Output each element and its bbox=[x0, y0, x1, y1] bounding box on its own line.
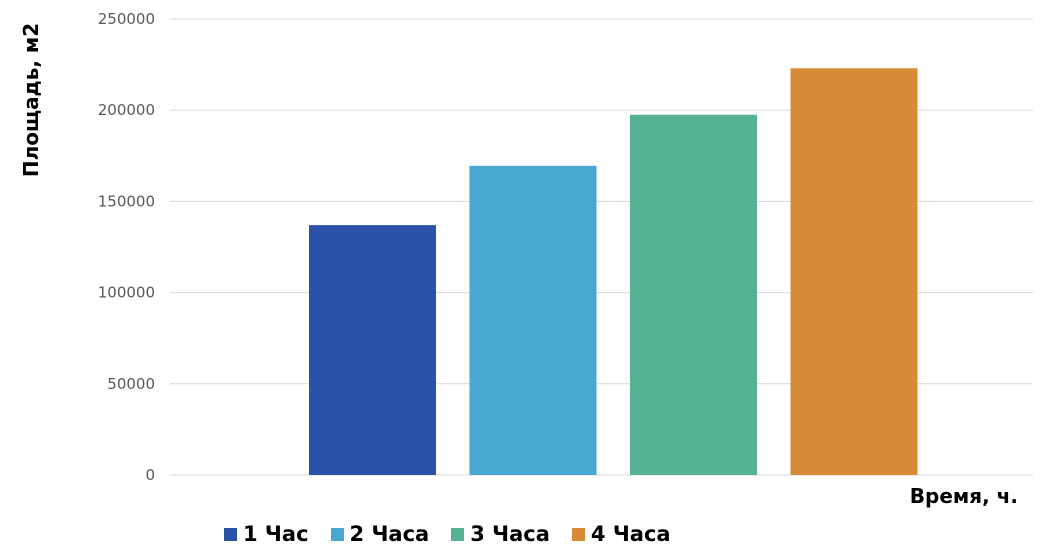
bar-3 bbox=[630, 114, 757, 475]
legend-label-2: 2 Часа bbox=[349, 522, 430, 546]
legend: 1 Час 2 Часа 3 Часа 4 Часа bbox=[224, 522, 671, 546]
legend-swatch-2 bbox=[330, 527, 344, 541]
legend-item-2: 2 Часа bbox=[330, 522, 430, 546]
y-tick-label: 200000 bbox=[98, 101, 155, 119]
y-tick-label: 100000 bbox=[98, 284, 155, 302]
x-axis-title: Время, ч. bbox=[910, 484, 1018, 508]
legend-item-3: 3 Часа bbox=[451, 522, 550, 546]
legend-label-1: 1 Час bbox=[243, 522, 309, 546]
legend-swatch-4 bbox=[571, 527, 585, 541]
legend-swatch-3 bbox=[451, 527, 465, 541]
legend-swatch-1 bbox=[224, 527, 237, 541]
legend-label-4: 4 Часа bbox=[590, 522, 671, 546]
legend-item-4: 4 Часа bbox=[571, 522, 671, 546]
y-tick-label: 50000 bbox=[107, 375, 155, 393]
y-axis-ticks: 0 50000 100000 150000 200000 250000 bbox=[98, 10, 155, 484]
y-tick-label: 150000 bbox=[98, 192, 155, 210]
bars bbox=[309, 68, 918, 476]
y-tick-label: 250000 bbox=[98, 10, 155, 28]
bar-4 bbox=[790, 68, 918, 476]
legend-label-3: 3 Часа bbox=[470, 522, 550, 546]
bar-2 bbox=[469, 165, 597, 475]
bar-1 bbox=[309, 225, 436, 475]
legend-item-1: 1 Час bbox=[224, 522, 309, 546]
y-axis-title: Площадь, м2 bbox=[19, 23, 43, 177]
y-tick-label: 0 bbox=[145, 466, 155, 484]
